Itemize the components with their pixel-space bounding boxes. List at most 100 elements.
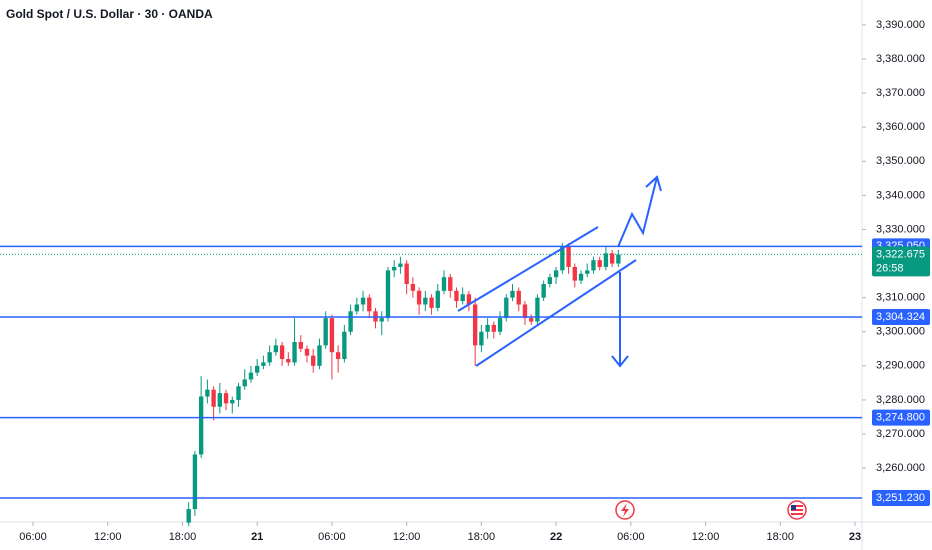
candle-body (535, 297, 540, 322)
candle-body (479, 331, 484, 346)
x-tick-label: 23 (849, 531, 861, 543)
candle-body (304, 348, 310, 356)
y-tick-label: 3,270.000 (876, 428, 925, 440)
x-tick-label: 06:00 (318, 531, 346, 543)
candle-body (466, 294, 472, 305)
up-arrow (617, 176, 658, 248)
candle-body (472, 304, 478, 346)
candle-body (329, 318, 335, 353)
candle-body (510, 290, 515, 298)
y-tick-label: 3,310.000 (876, 292, 925, 304)
drawings (457, 175, 662, 368)
candle-body (236, 386, 241, 400)
x-tick-label: 18:00 (169, 531, 197, 543)
y-tick-label: 3,280.000 (876, 394, 925, 406)
y-tick-label: 3,380.000 (876, 53, 925, 65)
chart-title: Gold Spot / U.S. Dollar · 30 · OANDA (6, 7, 213, 21)
candle-body (360, 297, 366, 305)
candle-body (348, 311, 353, 332)
x-tick-label: 06:00 (19, 531, 47, 543)
candle-body (578, 273, 584, 281)
candle-body (292, 341, 297, 363)
x-tick-label: 12:00 (94, 531, 122, 543)
candle-body (522, 304, 528, 319)
candle-body (261, 362, 266, 366)
candle-body (616, 254, 621, 264)
candle-body (441, 277, 447, 291)
candle-body (491, 324, 497, 332)
candle-body (217, 393, 223, 407)
candle-body (460, 294, 465, 302)
flag (791, 505, 803, 515)
x-tick-label: 22 (550, 531, 562, 543)
x-tick-label: 12:00 (393, 531, 421, 543)
candle-body (317, 345, 322, 366)
x-tick-label: 12:00 (692, 531, 720, 543)
candle-body (416, 290, 422, 305)
candle-body (255, 365, 260, 373)
level-label: 3,274.800 (876, 412, 925, 424)
flag-stripe (791, 511, 803, 513)
candle-body (609, 253, 615, 264)
level-label-box (872, 490, 930, 507)
level-label-box (872, 309, 930, 326)
level-label: 3,251.230 (876, 492, 925, 504)
candle-body (273, 345, 279, 353)
candle-body (529, 318, 534, 322)
candle-body (323, 318, 328, 346)
candle-body (205, 389, 210, 397)
candle-body (311, 355, 316, 366)
candle-body (404, 263, 409, 285)
candle-body (186, 509, 191, 523)
y-tick-label: 3,390.000 (876, 19, 925, 31)
candle-body (286, 359, 291, 363)
y-tick-label: 3,330.000 (876, 223, 925, 235)
candle-body (354, 304, 360, 312)
candle-body (335, 352, 341, 360)
candle-body (298, 341, 303, 349)
y-tick-label: 3,340.000 (876, 189, 925, 201)
candle-body (367, 297, 372, 312)
y-tick-label: 3,360.000 (876, 121, 925, 133)
channel-upper (457, 226, 599, 312)
candle-body (392, 266, 397, 271)
channel-lower (475, 259, 637, 367)
candle-body (547, 277, 553, 285)
candle-body (429, 297, 434, 308)
up-arrowhead (645, 175, 662, 192)
x-tick-label: 06:00 (617, 531, 645, 543)
candle-body (553, 270, 559, 278)
x-tick-label: 18:00 (767, 531, 795, 543)
candle-body (248, 372, 254, 380)
lightning (621, 503, 629, 517)
event-icons (615, 500, 807, 520)
candle-body (560, 246, 565, 271)
candle-body (566, 246, 571, 267)
candle-body (423, 297, 428, 305)
candle-body (223, 393, 229, 404)
flag-stripe (791, 507, 803, 509)
candle-body (279, 345, 285, 360)
candle-body (267, 352, 272, 363)
last-price-box (872, 246, 930, 277)
candle-body (435, 290, 440, 308)
candle-body (591, 260, 596, 271)
candle-body (585, 270, 590, 274)
x-tick-label: 18:00 (468, 531, 496, 543)
candle-body (597, 260, 602, 267)
down-arrowhead (611, 355, 629, 368)
candle-body (192, 454, 198, 510)
candle-body (342, 331, 347, 360)
candle-body (497, 318, 503, 332)
countdown: 26:58 (876, 262, 904, 274)
candle-body (504, 297, 509, 319)
level-label: 3,304.324 (876, 311, 925, 323)
candle-body (454, 290, 459, 302)
x-tick-label: 21 (251, 531, 263, 543)
candle-body (603, 253, 609, 267)
y-tick-label: 3,260.000 (876, 462, 925, 474)
candle-body (198, 396, 204, 455)
candle-body (385, 270, 391, 319)
